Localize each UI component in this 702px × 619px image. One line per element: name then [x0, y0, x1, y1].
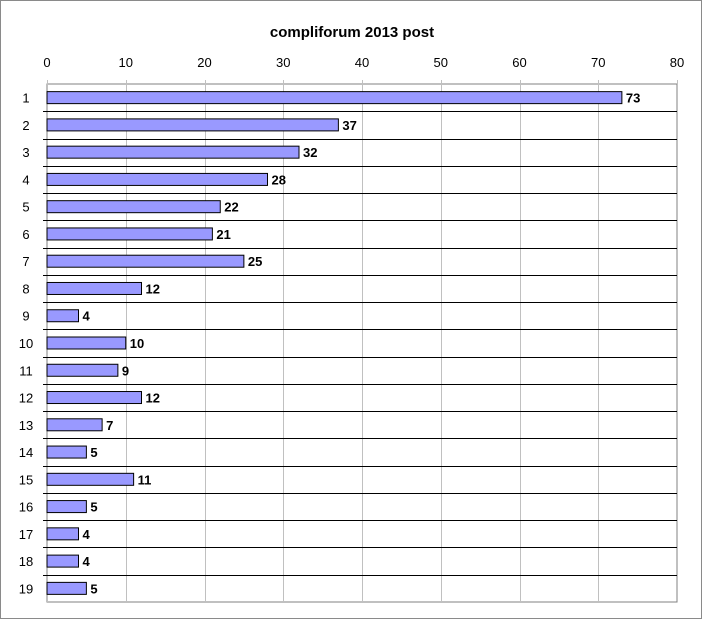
y-tick-label: 18: [19, 554, 33, 569]
x-tick-label: 30: [276, 55, 290, 70]
y-tick-label: 2: [22, 118, 29, 133]
x-tick-label: 40: [355, 55, 369, 70]
bar: [46, 554, 79, 568]
data-label: 32: [303, 145, 317, 160]
category-separators: [43, 111, 677, 576]
data-label: 7: [106, 418, 113, 433]
data-label: 4: [83, 309, 91, 324]
bar: [46, 391, 142, 405]
bar: [46, 200, 221, 214]
bar: [46, 472, 135, 486]
data-label: 22: [224, 200, 238, 215]
data-label: 25: [248, 254, 262, 269]
y-tick-label: 15: [19, 472, 33, 487]
x-tick-label: 70: [591, 55, 605, 70]
bar: [46, 500, 87, 514]
y-tick-label: 10: [19, 336, 33, 351]
y-tick-label: 12: [19, 391, 33, 406]
y-tick-label: 5: [22, 200, 29, 215]
y-tick-label: 8: [22, 281, 29, 296]
y-tick-label: 13: [19, 418, 33, 433]
x-tick-label: 80: [670, 55, 684, 70]
labels: 1 73 2 37 3 32 4 28 5 22 6 21 7 25 8 12 9 4 10 10 11 9 12 12 13 7…: [19, 91, 641, 597]
data-label: 37: [342, 118, 356, 133]
data-label: 10: [130, 336, 144, 351]
data-label: 5: [90, 500, 97, 515]
x-tick-label: 0: [43, 55, 50, 70]
y-tick-label: 1: [22, 91, 29, 106]
chart-title: compliforum 2013 post: [269, 24, 435, 41]
x-tick-label: 10: [119, 55, 133, 70]
data-label: 5: [90, 581, 97, 596]
y-tick-label: 14: [19, 445, 33, 460]
y-tick-label: 9: [22, 309, 29, 324]
y-tick-label: 19: [19, 581, 33, 596]
bar: [46, 527, 79, 541]
data-label: 4: [83, 554, 91, 569]
bar: [46, 227, 213, 241]
bar: [46, 336, 127, 350]
data-label: 5: [90, 445, 97, 460]
y-tick-label: 11: [19, 363, 33, 378]
bars: [46, 91, 623, 595]
bar: [46, 118, 339, 132]
x-tick-label: 60: [512, 55, 526, 70]
x-axis-ticks: 0 10 20 30 40 50 60 70 80: [43, 55, 684, 70]
data-label: 11: [138, 472, 152, 487]
data-label: 9: [122, 363, 129, 378]
bar: [46, 581, 87, 595]
x-tick-label: 50: [434, 55, 448, 70]
bar: [46, 281, 142, 295]
bar: [46, 145, 300, 159]
y-tick-label: 4: [22, 172, 29, 187]
y-tick-label: 3: [22, 145, 29, 160]
bar: [46, 418, 103, 432]
y-tick-label: 7: [22, 254, 29, 269]
data-label: 4: [83, 527, 91, 542]
data-label: 12: [146, 281, 160, 296]
data-label: 21: [216, 227, 230, 242]
bar: [46, 445, 87, 459]
y-tick-label: 6: [22, 227, 29, 242]
data-label: 12: [146, 391, 160, 406]
bar: [46, 91, 623, 105]
data-label: 73: [626, 91, 640, 106]
bar: [46, 309, 79, 323]
y-tick-label: 17: [19, 527, 33, 542]
data-label: 28: [272, 172, 286, 187]
bar: [46, 254, 245, 268]
bar: [46, 363, 119, 377]
y-tick-label: 16: [19, 500, 33, 515]
bar: [46, 172, 268, 186]
x-tick-label: 20: [197, 55, 211, 70]
